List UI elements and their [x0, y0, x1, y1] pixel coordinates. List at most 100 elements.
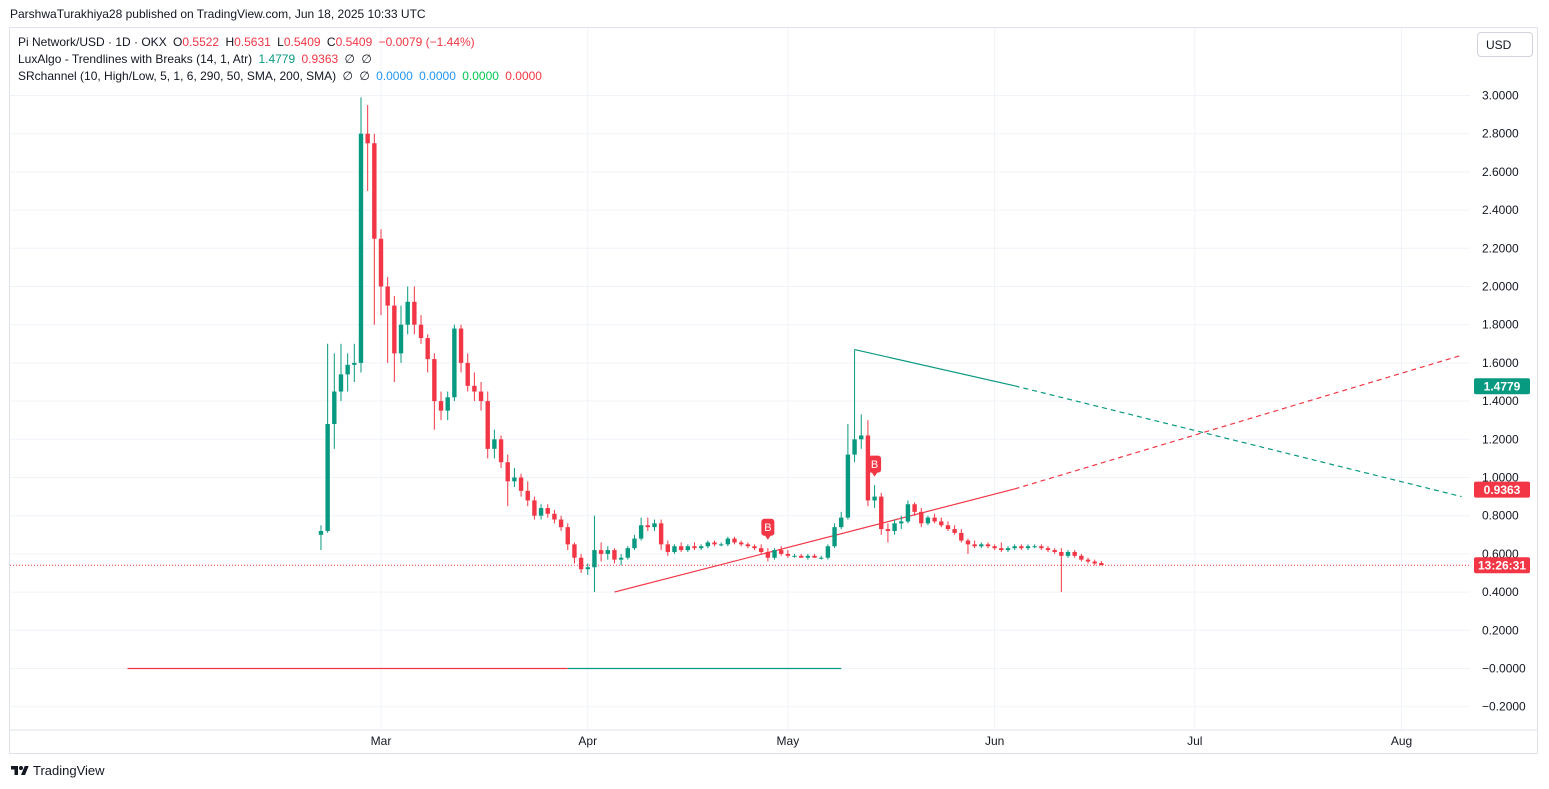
candle-body: [1012, 546, 1017, 549]
candle-body: [852, 439, 857, 455]
candle: [425, 334, 430, 373]
x-tick-label: Apr: [578, 734, 597, 748]
price-label-text: 13:26:31: [1478, 559, 1526, 573]
candle-body: [352, 362, 357, 365]
candle-body: [819, 557, 824, 559]
candle-body: [672, 546, 677, 552]
candle-body: [745, 544, 751, 547]
y-tick-label: 0.8000: [1482, 509, 1519, 523]
candle: [345, 353, 350, 392]
indicator2-value-1: ∅: [342, 69, 353, 83]
indicator2-value-3: 0.0000: [376, 69, 413, 83]
candle-body: [518, 477, 524, 491]
candle: [805, 553, 811, 560]
candle-body: [1065, 551, 1071, 556]
indicator1-value-upper: 1.4779: [258, 52, 296, 66]
candle-body: [825, 546, 831, 558]
candle-body: [338, 374, 344, 392]
candle: [645, 517, 650, 531]
candle-body: [318, 530, 324, 535]
candle-body: [445, 397, 450, 411]
legend-indicator-srchannel[interactable]: SRchannel (10, High/Low, 5, 1, 6, 290, 5…: [18, 68, 545, 85]
candle: [738, 540, 744, 547]
candle-body: [952, 529, 957, 533]
candle: [452, 324, 457, 402]
indicator2-value-2: ∅: [359, 69, 370, 83]
candle-body: [545, 508, 550, 514]
open-value: 0.5522: [182, 35, 220, 49]
candle: [732, 536, 737, 545]
candle-body: [1045, 548, 1051, 551]
candle-body: [612, 550, 617, 560]
low-value: 0.5409: [283, 35, 321, 49]
x-tick-label: Jun: [985, 734, 1004, 748]
candle-body: [872, 496, 877, 501]
currency-button[interactable]: USD: [1477, 32, 1533, 57]
candle-body: [1019, 546, 1024, 549]
candle-body: [358, 133, 364, 363]
candle-body: [945, 525, 951, 530]
tradingview-logo-icon: [11, 765, 29, 775]
candle: [472, 372, 477, 402]
candle-body: [985, 544, 991, 547]
symbol-title[interactable]: Pi Network/USD · 1D · OKX: [18, 35, 167, 49]
y-tick-label: 2.2000: [1482, 241, 1519, 255]
y-tick-label: −0.2000: [1482, 700, 1526, 714]
candle: [1085, 557, 1091, 564]
trendline: [1014, 385, 1462, 498]
candle-body: [725, 538, 731, 545]
chart-frame: [9, 27, 1538, 754]
y-tick-label: 1.2000: [1482, 432, 1519, 446]
candle-body: [472, 385, 477, 392]
candle-body: [779, 550, 784, 554]
candle: [925, 515, 931, 526]
trendline: [1014, 354, 1462, 490]
candle: [799, 553, 804, 558]
candle-body: [1025, 546, 1031, 549]
candle: [538, 504, 544, 520]
candle-body: [492, 439, 497, 449]
tradingview-brand[interactable]: TradingView: [10, 763, 105, 778]
legend-symbol-row[interactable]: Pi Network/USD · 1D · OKX O0.5522 H0.563…: [18, 34, 545, 51]
candle: [945, 521, 951, 531]
candle: [765, 548, 771, 562]
indicator1-value-3: ∅: [344, 52, 355, 66]
candle-body: [1052, 550, 1057, 552]
grid-layer: [10, 28, 1537, 731]
price-label-text: 1.4779: [1484, 380, 1521, 394]
indicator1-name[interactable]: LuxAlgo - Trendlines with Breaks (14, 1,…: [18, 52, 253, 66]
candle-body: [618, 557, 624, 560]
candle: [845, 424, 851, 520]
candle-body: [899, 521, 904, 524]
candle: [819, 555, 824, 560]
candle-body: [538, 508, 544, 516]
close-value: 0.5409: [335, 35, 373, 49]
candle-body: [692, 546, 697, 549]
candle: [832, 523, 837, 549]
candle: [652, 519, 657, 531]
candle-body: [665, 544, 671, 552]
candle: [852, 349, 857, 463]
y-tick-label: 3.0000: [1482, 89, 1519, 103]
candle: [352, 343, 357, 382]
brand-name: TradingView: [33, 763, 105, 778]
candle: [412, 286, 417, 335]
candle: [605, 546, 610, 560]
candle-body: [992, 546, 997, 549]
high-label: H: [225, 35, 235, 49]
chart-legend: Pi Network/USD · 1D · OKX O0.5522 H0.563…: [18, 34, 545, 85]
legend-indicator-trendlines[interactable]: LuxAlgo - Trendlines with Breaks (14, 1,…: [18, 51, 545, 68]
candle: [912, 502, 917, 516]
candle: [365, 105, 370, 191]
break-marker-layer: BB: [761, 455, 882, 540]
indicator2-name[interactable]: SRchannel (10, High/Low, 5, 1, 6, 290, 5…: [18, 69, 337, 83]
candle: [812, 553, 817, 558]
candle: [1025, 544, 1031, 551]
trendline: [614, 488, 1015, 593]
candle: [445, 391, 450, 421]
break-marker: B: [868, 455, 882, 477]
candle: [492, 429, 497, 459]
candle: [692, 542, 697, 551]
break-marker-label: B: [764, 522, 771, 534]
